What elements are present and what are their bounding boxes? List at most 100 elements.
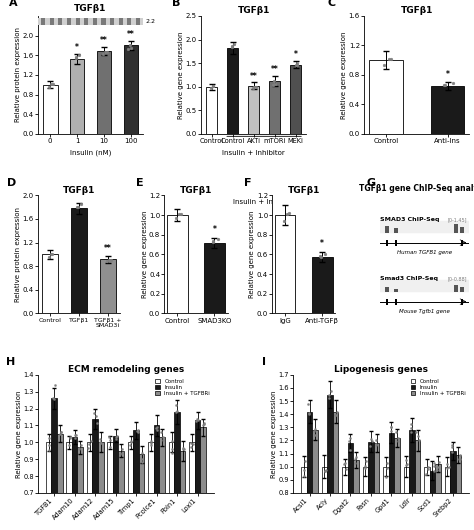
Point — [385, 55, 392, 63]
Bar — [108, 443, 113, 530]
Text: I: I — [262, 357, 265, 367]
Point — [75, 444, 83, 452]
Point — [331, 410, 339, 419]
Point — [424, 465, 431, 473]
Bar — [435, 464, 441, 530]
Point — [128, 44, 135, 52]
Point — [342, 465, 349, 473]
Point — [180, 445, 187, 454]
Point — [200, 420, 207, 429]
Point — [112, 432, 119, 441]
Point — [368, 436, 375, 445]
Title: ECM remodeling genes: ECM remodeling genes — [68, 365, 184, 374]
Point — [74, 203, 82, 211]
Bar — [113, 436, 118, 530]
Point — [367, 435, 375, 443]
Point — [443, 460, 451, 469]
Bar — [124, 46, 138, 134]
Point — [301, 466, 308, 474]
Point — [430, 467, 438, 475]
Bar — [386, 299, 389, 305]
Point — [65, 440, 73, 449]
Point — [133, 427, 140, 436]
Point — [271, 80, 279, 88]
Title: TGFβ1: TGFβ1 — [401, 6, 433, 15]
Bar — [395, 240, 397, 245]
Point — [414, 432, 422, 440]
Point — [47, 250, 55, 258]
Point — [147, 439, 155, 447]
Point — [192, 417, 200, 425]
Bar — [394, 289, 398, 292]
Bar — [368, 441, 374, 530]
Bar — [369, 60, 403, 134]
Text: Human TGFB1 gene: Human TGFB1 gene — [397, 250, 452, 255]
Point — [430, 462, 438, 471]
Text: [0-0.88]: [0-0.88] — [448, 276, 467, 281]
Point — [56, 430, 64, 438]
Point — [214, 235, 221, 243]
Point — [172, 401, 180, 409]
Point — [78, 200, 85, 208]
Text: *: * — [320, 240, 324, 249]
Point — [456, 451, 464, 460]
Point — [346, 434, 354, 442]
Text: *: * — [446, 70, 449, 80]
Point — [424, 463, 431, 472]
Point — [46, 83, 53, 91]
Point — [445, 463, 453, 472]
Point — [407, 420, 415, 428]
Text: *: * — [212, 225, 217, 234]
Point — [189, 440, 197, 448]
Point — [75, 445, 83, 454]
Point — [430, 458, 438, 467]
Bar — [139, 454, 145, 530]
Bar — [52, 399, 57, 530]
Point — [441, 81, 448, 89]
Bar — [454, 224, 458, 233]
Point — [407, 424, 415, 432]
Point — [252, 83, 259, 91]
Point — [293, 61, 301, 69]
Point — [168, 437, 176, 445]
Point — [387, 427, 395, 436]
Point — [106, 443, 113, 451]
Point — [168, 449, 176, 457]
Point — [177, 210, 184, 218]
Point — [394, 434, 402, 443]
Point — [157, 428, 165, 436]
Point — [107, 256, 115, 264]
Point — [200, 419, 208, 428]
Point — [106, 433, 113, 441]
Point — [153, 423, 161, 431]
Bar — [460, 287, 464, 292]
Point — [154, 426, 161, 435]
Bar — [301, 466, 307, 530]
Bar — [383, 466, 389, 530]
Point — [361, 461, 369, 470]
Point — [86, 439, 93, 448]
Text: D: D — [7, 178, 16, 188]
Bar — [46, 443, 52, 530]
Point — [106, 436, 113, 445]
Y-axis label: Relative gene expression: Relative gene expression — [271, 390, 277, 478]
Point — [387, 423, 394, 431]
Legend: Control, Insulin, Insulin + TGFBRi: Control, Insulin, Insulin + TGFBRi — [410, 377, 466, 397]
Bar — [227, 48, 238, 134]
Point — [333, 408, 341, 416]
Text: **: ** — [271, 66, 279, 74]
Text: B: B — [172, 0, 180, 8]
Point — [152, 424, 160, 432]
Text: *: * — [75, 43, 79, 52]
Point — [293, 59, 301, 68]
Point — [91, 409, 98, 418]
Point — [193, 415, 201, 423]
Point — [173, 407, 181, 415]
Bar — [450, 451, 456, 530]
Bar — [322, 466, 327, 530]
Point — [101, 48, 109, 57]
Point — [322, 249, 329, 258]
Bar — [461, 299, 464, 305]
Text: Smad3 ChIP-Seq: Smad3 ChIP-Seq — [380, 276, 438, 281]
Point — [317, 252, 325, 261]
